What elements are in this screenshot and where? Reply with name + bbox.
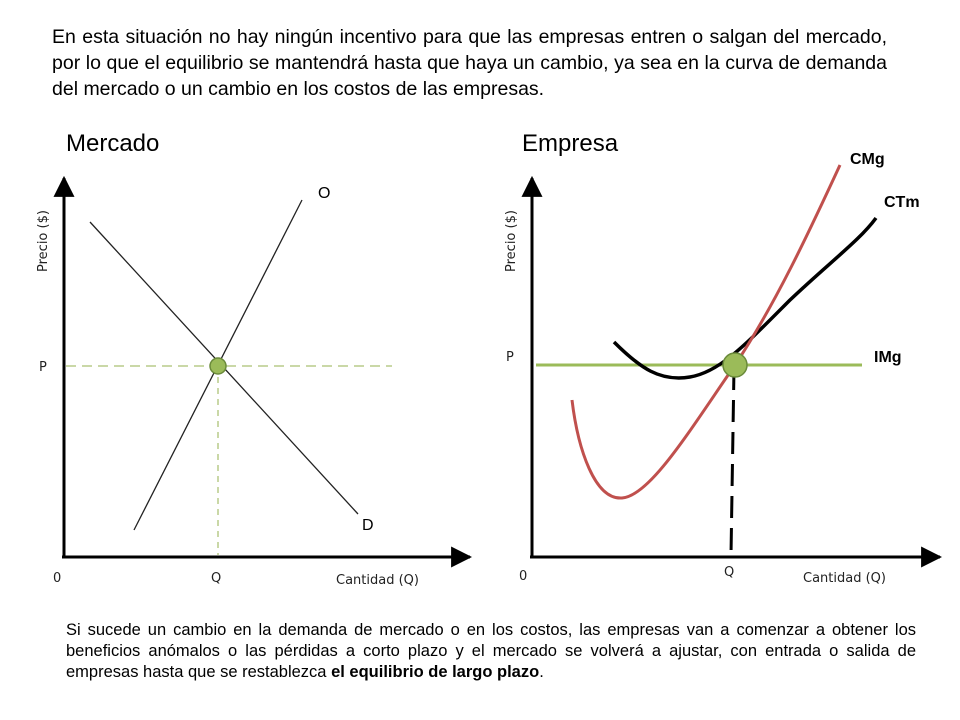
mercado-equilibrium-point <box>209 357 227 375</box>
cmg-curve <box>570 164 842 500</box>
empresa-equilibrium-point <box>722 352 748 378</box>
supply-label: O <box>318 185 330 202</box>
empresa-quantity-guide <box>729 367 736 556</box>
conclusion-text: Si sucede un cambio en la demanda de mer… <box>66 621 916 681</box>
mercado-quantity-label: Q <box>211 571 221 586</box>
mercado-y-axis-label: Precio ($) <box>36 210 51 272</box>
conclusion-period: . <box>539 663 544 681</box>
empresa-origin-label: 0 <box>519 569 527 584</box>
mercado-origin-label: 0 <box>53 571 61 586</box>
empresa-title: Empresa <box>522 130 619 157</box>
demand-label: D <box>362 517 374 534</box>
empresa-y-axis-label: Precio ($) <box>504 210 519 272</box>
conclusion-highlight: el equilibrio de largo plazo <box>331 663 540 681</box>
conclusion-paragraph: Si sucede un cambio en la demanda de mer… <box>66 620 916 683</box>
empresa-x-axis-label: Cantidad (Q) <box>803 571 886 586</box>
empresa-price-label: P <box>506 350 514 365</box>
empresa-quantity-label: Q <box>724 565 734 580</box>
cmg-label: CMg <box>850 151 885 168</box>
mercado-price-label: P <box>39 360 47 375</box>
img-label: IMg <box>874 349 902 366</box>
ctm-curve <box>612 216 878 380</box>
intro-paragraph: En esta situación no hay ningún incentiv… <box>52 26 887 100</box>
mercado-x-axis-label: Cantidad (Q) <box>336 573 419 588</box>
mercado-title: Mercado <box>66 130 160 157</box>
ctm-label: CTm <box>884 194 920 211</box>
